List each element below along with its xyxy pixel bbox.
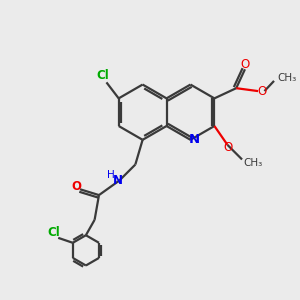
Text: Cl: Cl xyxy=(47,226,60,238)
Text: H: H xyxy=(107,170,115,180)
Text: O: O xyxy=(224,141,233,154)
Text: CH₃: CH₃ xyxy=(244,158,263,168)
Text: N: N xyxy=(188,133,200,146)
Text: O: O xyxy=(257,85,266,98)
Text: N: N xyxy=(113,174,123,187)
Text: O: O xyxy=(240,58,250,71)
Text: Cl: Cl xyxy=(96,70,109,83)
Text: O: O xyxy=(72,180,82,193)
Text: CH₃: CH₃ xyxy=(277,73,296,83)
